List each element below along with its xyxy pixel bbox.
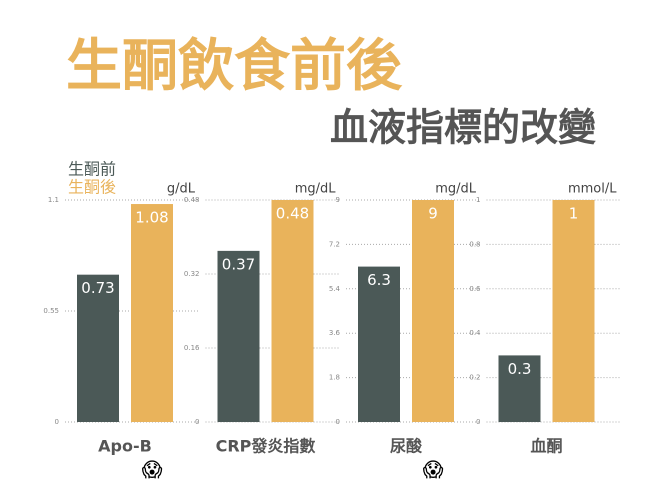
unit-label: mg/dL xyxy=(435,182,477,197)
x-tick-label: 血酮 xyxy=(530,437,562,456)
legend-entry: 生酮前 xyxy=(68,160,116,179)
bar xyxy=(412,200,454,422)
annotation: 😱 xyxy=(142,458,163,482)
unit-label: mg/dL xyxy=(295,182,337,197)
data-label: 0.48 xyxy=(276,205,309,223)
chart-subtitle: 血液指標的改變 xyxy=(330,106,596,150)
y-tick-label: 0.55 xyxy=(43,307,59,315)
y-tick-label: 1.1 xyxy=(48,196,59,204)
bar xyxy=(271,200,314,422)
unit-label: g/dL xyxy=(167,182,196,197)
x-tick-label: CRP發炎指數 xyxy=(216,437,316,456)
bar xyxy=(358,266,400,422)
y-tick-label: 0.4 xyxy=(469,329,481,337)
data-label: 0.73 xyxy=(81,279,114,297)
y-tick-label: 7.2 xyxy=(329,240,340,248)
y-tick-label: 5.4 xyxy=(329,285,341,293)
y-tick-label: 0.8 xyxy=(469,240,480,248)
data-label: 6.3 xyxy=(367,271,391,289)
bar xyxy=(131,204,173,422)
data-label: 0.37 xyxy=(222,255,255,273)
data-label: 9 xyxy=(428,205,438,223)
data-label: 1 xyxy=(569,205,579,223)
bar xyxy=(217,250,260,422)
y-tick-label: 0 xyxy=(55,418,59,426)
legend-entry: 生酮後 xyxy=(68,178,116,197)
y-tick-label: 0.48 xyxy=(184,196,200,204)
y-tick-label: 0.16 xyxy=(184,344,200,352)
y-tick-label: 1 xyxy=(476,196,480,204)
y-tick-label: 9 xyxy=(336,196,340,204)
data-label: 1.08 xyxy=(135,209,168,227)
annotation: 😱 xyxy=(423,458,444,482)
bar xyxy=(77,274,119,422)
y-tick-label: 3.6 xyxy=(329,329,341,337)
chart-title: 生酮飲食前後 xyxy=(66,34,403,99)
y-tick-label: 0.32 xyxy=(184,270,200,278)
bar xyxy=(498,355,541,422)
y-tick-label: 0 xyxy=(476,418,480,426)
y-tick-label: 0 xyxy=(336,418,340,426)
data-label: 0.3 xyxy=(508,360,532,378)
y-tick-label: 0.6 xyxy=(469,285,481,293)
y-tick-label: 0 xyxy=(195,418,199,426)
y-tick-label: 1.8 xyxy=(329,374,340,382)
y-tick-label: 0.2 xyxy=(469,374,480,382)
unit-label: mmol/L xyxy=(568,182,617,197)
x-tick-label: 尿酸 xyxy=(390,437,423,456)
x-tick-label: Apo-B xyxy=(98,437,152,456)
bar xyxy=(552,200,595,422)
